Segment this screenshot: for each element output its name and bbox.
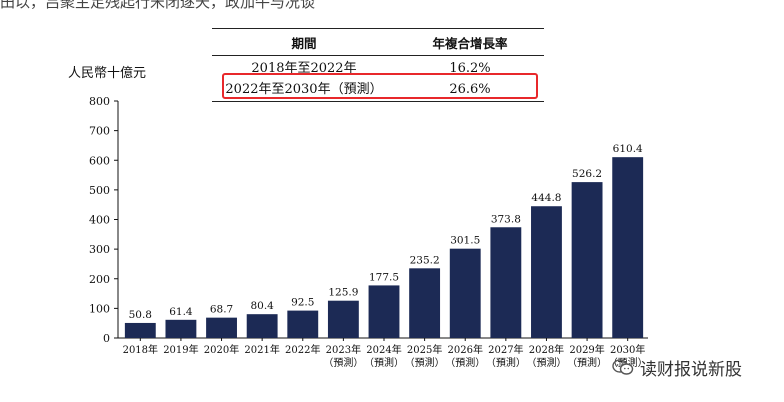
- cagr-cell: 26.6%: [396, 79, 544, 102]
- x-tick-label: 2020年: [204, 343, 239, 356]
- x-tick-label: 2019年: [163, 343, 198, 356]
- table-header-row: 期間 年複合增長率: [212, 28, 544, 56]
- x-tick-label: 2021年: [244, 343, 279, 356]
- y-axis-unit-label: 人民幣十億元: [68, 66, 147, 81]
- bar: [124, 322, 156, 338]
- bar: [571, 182, 603, 338]
- x-tick-label: 2025年: [407, 343, 442, 356]
- bar: [531, 206, 562, 338]
- highlight-box: [222, 73, 538, 99]
- bar: [287, 310, 319, 338]
- top-caption-text: 田以，吕聚主足残起行宋闭逐天，政加牛与况谈: [0, 0, 316, 9]
- period-cell: 2022年至2030年（預測）: [212, 79, 396, 102]
- y-tick-label: 500: [89, 184, 110, 197]
- x-tick-label: 2018年: [123, 343, 158, 356]
- cagr-cell: 16.2%: [449, 61, 491, 76]
- bar-value-label: 80.4: [250, 300, 274, 312]
- x-tick-note: （預測）: [486, 356, 526, 369]
- table-row: 2018年至2022年 16.2%: [212, 56, 544, 80]
- bar: [327, 300, 359, 338]
- y-tick-label: 200: [89, 273, 110, 286]
- bar-value-label: 526.2: [572, 168, 602, 180]
- table-row: 2022年至2030年（預測） 26.6%: [212, 79, 544, 102]
- bar: [409, 268, 441, 338]
- x-tick-note: （預測）: [405, 356, 445, 369]
- x-tick-label: 2026年: [448, 343, 483, 356]
- x-tick-label: 2024年: [366, 343, 401, 356]
- y-tick-label: 300: [89, 243, 110, 256]
- x-tick-label: 2022年: [285, 343, 320, 356]
- x-tick-note: （預測）: [323, 356, 363, 369]
- y-tick-label: 400: [89, 214, 110, 227]
- y-tick-label: 100: [89, 302, 110, 315]
- bar: [206, 317, 237, 338]
- bar: [368, 285, 400, 338]
- watermark-text: 读财报说新股: [640, 359, 742, 380]
- bar: [246, 314, 278, 338]
- y-tick-label: 800: [89, 95, 110, 108]
- bar-value-label: 50.8: [129, 309, 152, 321]
- x-tick-note: （預測）: [445, 356, 485, 369]
- bar: [612, 157, 644, 338]
- x-tick-label: 2028年: [529, 343, 564, 356]
- x-tick-note: （預測）: [364, 356, 404, 369]
- wechat-icon: [612, 358, 634, 376]
- bar-value-label: 92.5: [291, 297, 314, 309]
- period-cell: 2018年至2022年: [251, 61, 357, 76]
- x-tick-label: 2030年: [610, 343, 645, 356]
- y-tick-label: 700: [89, 125, 110, 138]
- bar-value-label: 177.5: [369, 271, 399, 283]
- bar-value-label: 373.8: [491, 213, 521, 225]
- watermark: 读财报说新股: [612, 354, 742, 380]
- bar-value-label: 444.8: [531, 192, 561, 204]
- bar-value-label: 125.9: [328, 287, 358, 299]
- x-tick-label: 2023年: [326, 343, 361, 356]
- bar-value-label: 301.5: [450, 235, 480, 247]
- x-tick-note: （預測）: [526, 356, 566, 369]
- cagr-table: 期間 年複合增長率 2018年至2022年 16.2% 2022年至2030年（…: [212, 28, 544, 102]
- bar-value-label: 610.4: [613, 143, 643, 155]
- bar: [490, 227, 522, 338]
- header-cagr: 年複合增長率: [396, 28, 544, 56]
- header-period: 期間: [212, 28, 396, 56]
- x-tick-note: （預測）: [567, 356, 607, 369]
- bar-value-label: 68.7: [210, 304, 233, 316]
- y-tick-label: 0: [103, 332, 110, 345]
- y-tick-label: 600: [89, 154, 110, 167]
- bar: [449, 248, 481, 338]
- bar: [165, 319, 197, 338]
- bar-value-label: 61.4: [169, 306, 193, 318]
- bar-value-label: 235.2: [410, 254, 440, 266]
- x-tick-label: 2029年: [569, 343, 604, 356]
- x-tick-label: 2027年: [488, 343, 523, 356]
